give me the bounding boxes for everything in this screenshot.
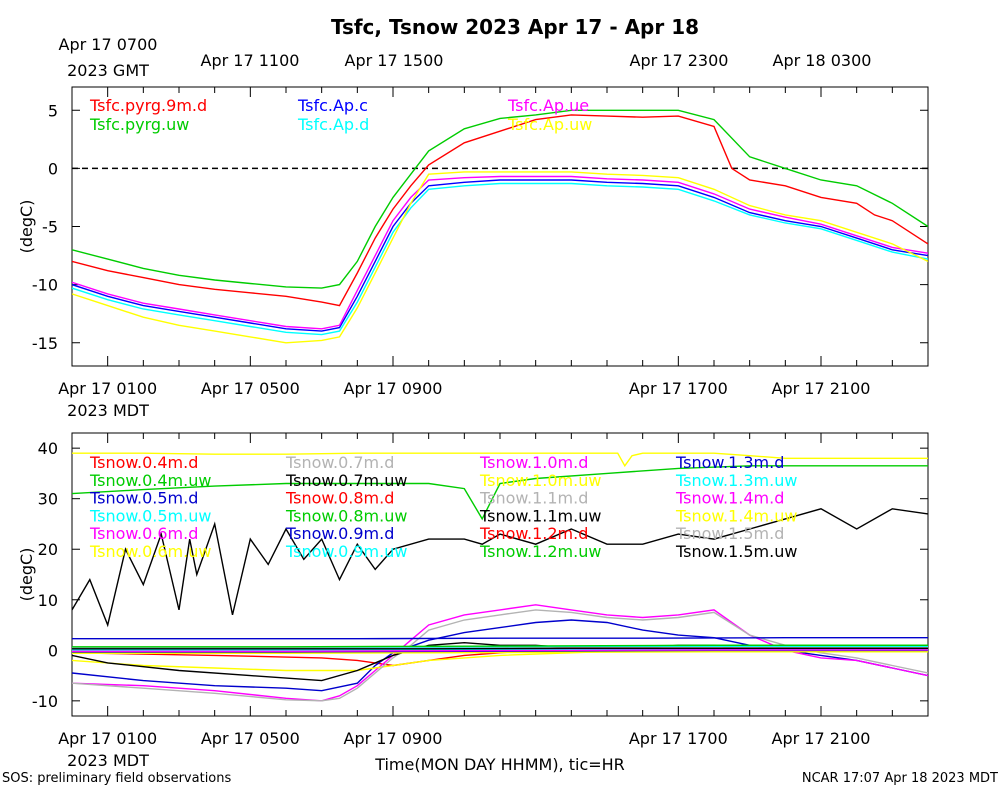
y-axis-title: (degC) xyxy=(17,200,36,254)
mdt-tz-label-upper: 2023 MDT xyxy=(67,401,149,420)
y-tick-label: 10 xyxy=(38,591,58,610)
gmt-tick-label: Apr 17 1100 xyxy=(201,51,300,70)
legend-entry: Tsnow.0.8m.uw xyxy=(285,506,407,525)
tsnow-panel: Apr 17 0100 Apr 17 0500 Apr 17 0900 Apr 17 … xyxy=(17,432,929,748)
series-line xyxy=(72,175,928,330)
legend-entry: Tsnow.0.7m.uw xyxy=(285,471,407,490)
legend-entry: Tsfc.Ap.d xyxy=(297,115,369,134)
series-line xyxy=(72,649,928,652)
gmt-tick-label: Apr 17 1500 xyxy=(345,51,444,70)
chart-title: Tsfc, Tsnow 2023 Apr 17 - Apr 18 xyxy=(331,15,699,39)
footer-left: SOS: preliminary field observations xyxy=(2,771,231,786)
series-line xyxy=(72,109,928,289)
gmt-time-axis: Apr 17 0700 Apr 17 1100 Apr 17 1500 Apr 17 … xyxy=(59,35,872,70)
legend-entry: Tsnow.1.3m.d xyxy=(675,453,784,472)
footer-right: NCAR 17:07 Apr 18 2023 MDT xyxy=(802,771,998,786)
mdt-tick-label: Apr 17 0900 xyxy=(344,379,443,398)
legend-entry: Tsfc.Ap.c xyxy=(297,96,368,115)
legend-entry: Tsfc.Ap.uw xyxy=(507,115,592,134)
legend-entry: Tsfc.Ap.ue xyxy=(507,96,589,115)
gmt-tz-label: 2023 GMT xyxy=(67,61,149,80)
legend-entry: Tsnow.1.5m.d xyxy=(675,524,784,543)
series-line xyxy=(72,465,928,521)
mdt-tick-label: Apr 17 0100 xyxy=(58,729,157,748)
tsfc-panel: Apr 17 0100 Apr 17 0500 Apr 17 0900 Apr 17 … xyxy=(17,86,929,398)
mdt-tick-label: Apr 17 0500 xyxy=(201,729,300,748)
series-line xyxy=(72,651,928,654)
mdt-tick-label: Apr 17 1700 xyxy=(629,729,728,748)
plot-frame xyxy=(71,86,929,367)
series-lines xyxy=(72,109,928,344)
series-line xyxy=(72,637,928,640)
legend-entry: Tsnow.0.6m.uw xyxy=(89,542,211,561)
mdt-tz-label-lower: 2023 MDT xyxy=(67,751,149,770)
y-tick-label: -15 xyxy=(32,334,58,353)
legend-entry: Tsnow.1.0m.uw xyxy=(479,471,601,490)
y-tick-label: 20 xyxy=(38,540,58,559)
legend-entry: Tsnow.1.5m.uw xyxy=(675,542,797,561)
legend-entry: Tsnow.0.4m.uw xyxy=(89,471,211,490)
legend-entry: Tsnow.1.4m.d xyxy=(675,489,784,508)
mdt-tick-label: Apr 17 2100 xyxy=(772,729,871,748)
legend-entry: Tsnow.0.9m.d xyxy=(285,524,394,543)
series-line xyxy=(72,647,928,650)
y-tick-label: 0 xyxy=(48,159,58,178)
legend-entry: Tsnow.0.5m.d xyxy=(89,489,198,508)
series-line xyxy=(72,171,928,344)
y-tick-label: -10 xyxy=(32,692,58,711)
legend-entry: Tsfc.pyrg.uw xyxy=(89,115,189,134)
series-line xyxy=(72,179,928,332)
legend-entry: Tsnow.0.9m.uw xyxy=(285,542,407,561)
y-tick-label: 40 xyxy=(38,439,58,458)
y-axis-title: (degC) xyxy=(17,548,36,602)
legend-entry: Tsnow.0.4m.d xyxy=(89,453,198,472)
legend-entry: Tsnow.0.5m.uw xyxy=(89,506,211,525)
y-tick-label: -10 xyxy=(32,276,58,295)
mdt-tick-label: Apr 17 1700 xyxy=(629,379,728,398)
legend-entry: Tsnow.0.6m.d xyxy=(89,524,198,543)
gmt-tick-label: Apr 17 2300 xyxy=(630,51,729,70)
legend-entry: Tsfc.pyrg.9m.d xyxy=(89,96,207,115)
mdt-tick-label: Apr 17 0100 xyxy=(58,379,157,398)
gmt-tick-label: Apr 17 0700 xyxy=(59,35,158,54)
y-tick-label: 30 xyxy=(38,490,58,509)
legend-entry: Tsnow.1.2m.uw xyxy=(479,542,601,561)
y-tick-label: 5 xyxy=(48,101,58,120)
gmt-tick-label: Apr 18 0300 xyxy=(773,51,872,70)
legend-entry: Tsnow.1.1m.uw xyxy=(479,506,601,525)
series-line xyxy=(72,114,928,307)
legend-entry: Tsnow.1.2m.d xyxy=(479,524,588,543)
series-lines xyxy=(72,452,928,702)
legend-entry: Tsnow.1.3m.uw xyxy=(675,471,797,490)
legend-entry: Tsnow.1.4m.uw xyxy=(675,506,797,525)
y-tick-label: 0 xyxy=(48,641,58,660)
legend-entry: Tsnow.1.0m.d xyxy=(479,453,588,472)
mdt-tick-label: Apr 17 0900 xyxy=(344,729,443,748)
mdt-tick-label: Apr 17 0500 xyxy=(201,379,300,398)
legend-entry: Tsnow.0.8m.d xyxy=(285,489,394,508)
y-tick-label: -5 xyxy=(42,218,58,237)
mdt-tick-label: Apr 17 2100 xyxy=(772,379,871,398)
series-line xyxy=(72,644,928,648)
legend-entry: Tsnow.0.7m.d xyxy=(285,453,394,472)
series-line xyxy=(72,508,928,628)
x-axis-title: Time(MON DAY HHMM), tic=HR xyxy=(374,755,625,774)
series-line xyxy=(72,452,928,468)
legend-entry: Tsnow.1.1m.d xyxy=(479,489,588,508)
series-line xyxy=(72,182,928,336)
